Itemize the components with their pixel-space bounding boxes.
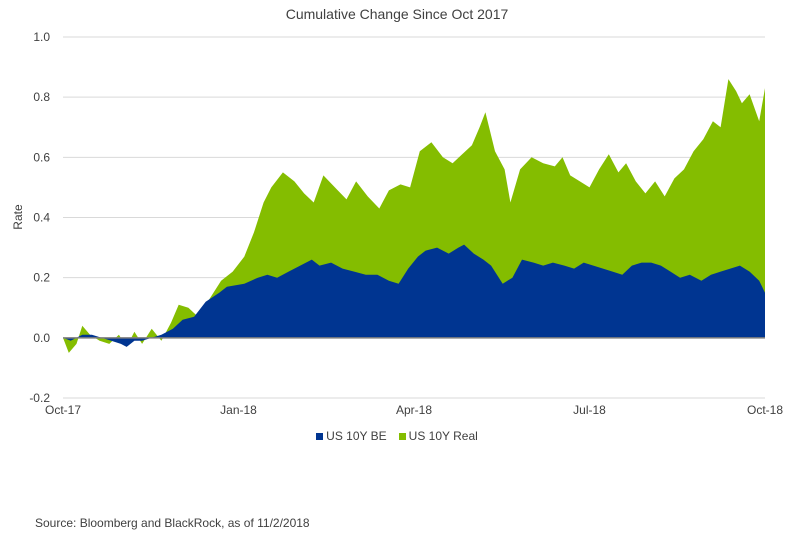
y-tick-label: 0.2 [33, 271, 50, 285]
y-tick-label: 0.4 [33, 211, 50, 225]
y-tick-label: 0.0 [33, 331, 50, 345]
y-tick-label: 0.6 [33, 150, 50, 164]
legend-label: US 10Y Real [408, 429, 478, 443]
x-tick-label: Jul-18 [573, 403, 606, 417]
x-tick-label: Jan-18 [220, 403, 257, 417]
area-us-10y-be [63, 244, 765, 347]
legend-label: US 10Y BE [326, 429, 387, 443]
x-tick-label: Oct-18 [747, 403, 783, 417]
y-tick-label: -0.2 [29, 391, 50, 405]
y-axis-title: Rate [11, 204, 25, 230]
x-tick-label: Apr-18 [396, 403, 432, 417]
legend-swatch [398, 433, 406, 440]
tick-labels: -0.2 0.0 0.2 0.4 0.6 0.8 1.0 Oct-17 Jan-18 Apr-18… [11, 30, 783, 417]
x-tick-label: Oct-17 [45, 403, 81, 417]
legend-item: US 10Y BE [316, 429, 387, 443]
legend-item: US 10Y Real [398, 429, 478, 443]
y-tick-label: 1.0 [33, 30, 50, 44]
chart-title: Cumulative Change Since Oct 2017 [285, 6, 509, 22]
legend: US 10Y BE US 10Y Real [0, 429, 794, 443]
source-note: Source: Bloomberg and BlackRock, as of 1… [35, 516, 310, 530]
area-series [63, 79, 765, 353]
legend-swatch [316, 433, 324, 440]
y-tick-label: 0.8 [33, 90, 50, 104]
